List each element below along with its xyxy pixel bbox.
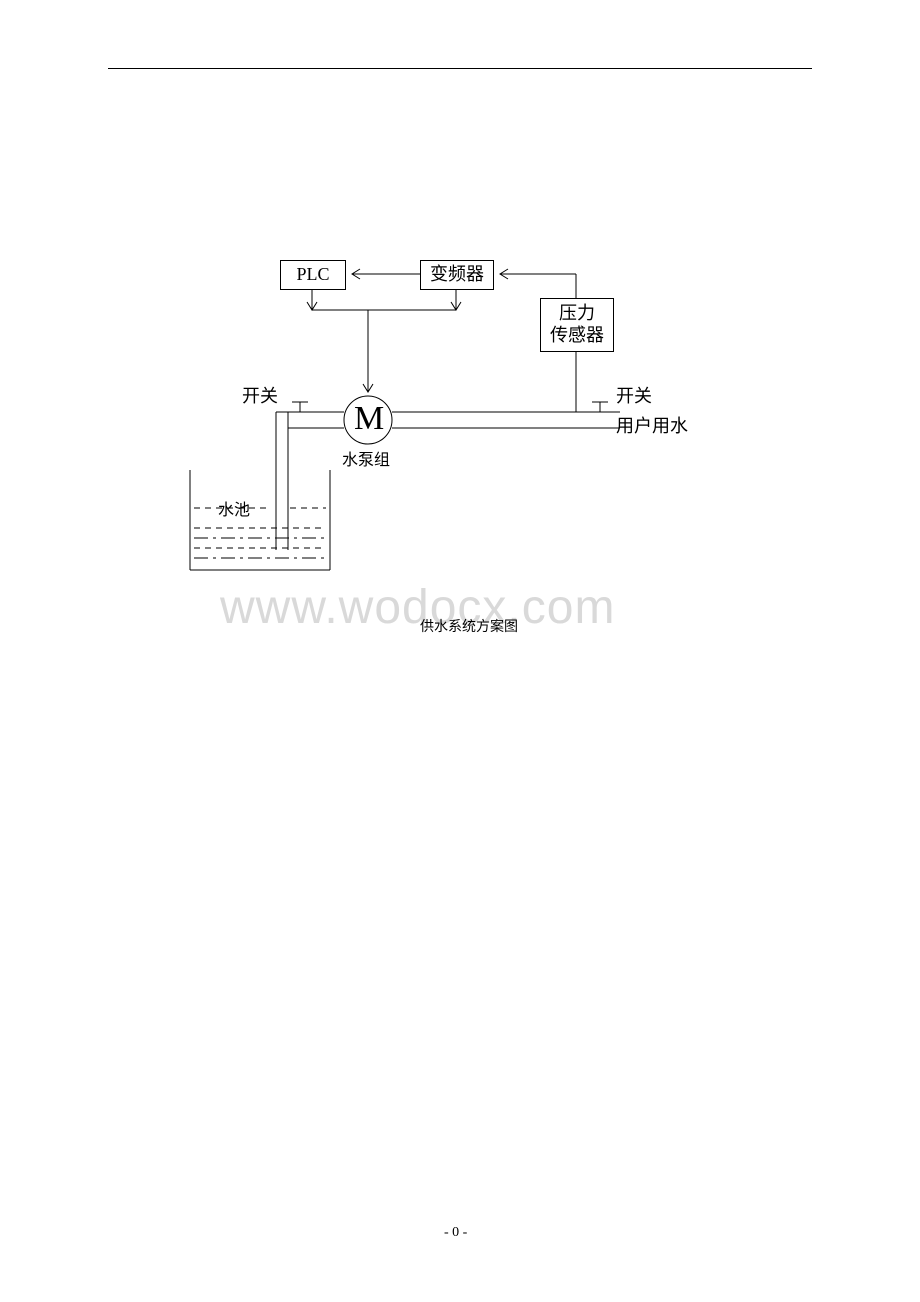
watermark-text: www.wodocx.com: [220, 580, 615, 635]
pump-group-label: 水泵组: [342, 446, 390, 470]
left-switch-label: 开关: [242, 382, 278, 408]
pressure-sensor-node: 压力 传感器: [540, 298, 614, 352]
inverter-label: 变频器: [430, 264, 484, 286]
inverter-node: 变频器: [420, 260, 494, 290]
user-water-label: 用户用水: [616, 412, 688, 438]
header-rule: [108, 68, 812, 69]
plc-node: PLC: [280, 260, 346, 290]
diagram-caption: 供水系统方案图: [420, 616, 518, 636]
plc-label: PLC: [296, 264, 329, 286]
water-supply-diagram: PLC 变频器 压力 传感器 M 水泵组 开关 开关 用户用水 水池: [180, 250, 740, 610]
sensor-label-line1: 压力: [559, 303, 595, 325]
page: PLC 变频器 压力 传感器 M 水泵组 开关 开关 用户用水 水池 www.w…: [0, 0, 920, 1302]
pump-m-label: M: [354, 400, 384, 438]
page-number: - 0 -: [444, 1225, 467, 1241]
tank-label: 水池: [218, 496, 250, 520]
sensor-label-line2: 传感器: [550, 325, 604, 347]
right-switch-label: 开关: [616, 382, 652, 408]
